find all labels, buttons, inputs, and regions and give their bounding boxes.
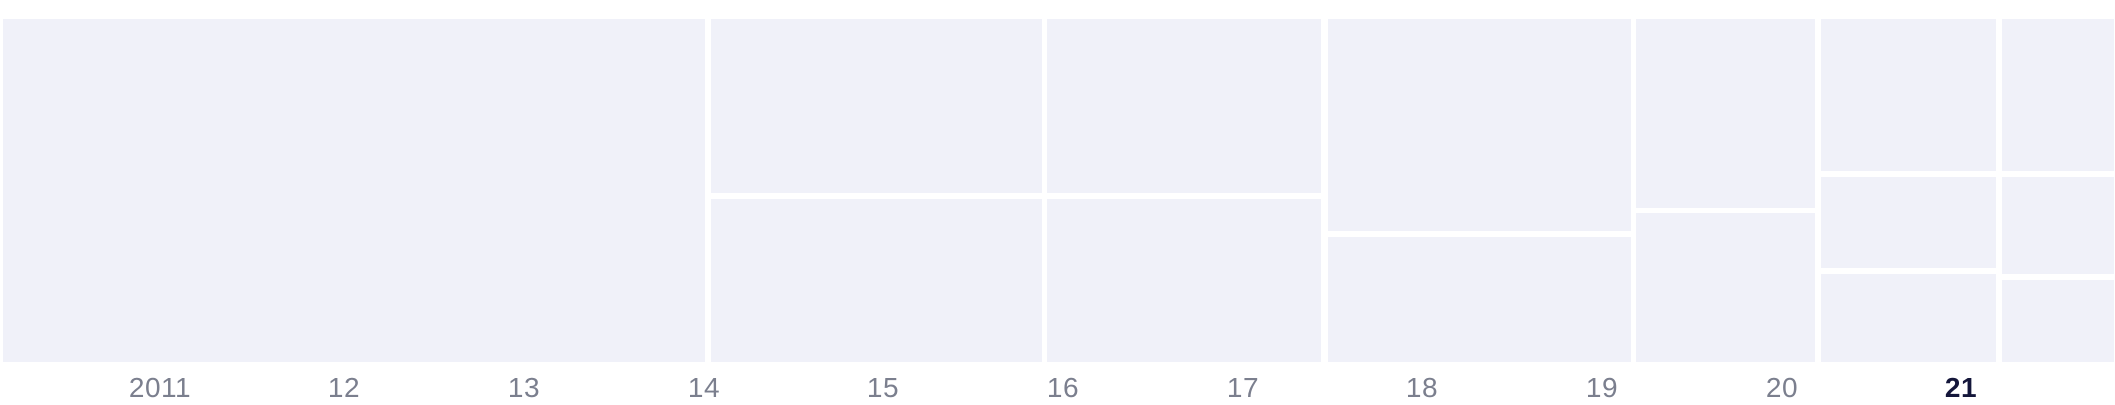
treemap-tile[interactable] — [711, 19, 1042, 193]
timeline-label-15[interactable]: 15 — [866, 372, 900, 403]
treemap-tile[interactable] — [3, 19, 705, 362]
treemap-tile[interactable] — [1821, 274, 1996, 362]
treemap-tile[interactable] — [1328, 19, 1631, 231]
treemap-tile[interactable] — [2002, 280, 2114, 362]
treemap-tile[interactable] — [2002, 177, 2114, 274]
timeline-label-17[interactable]: 17 — [1226, 372, 1260, 403]
treemap-tile[interactable] — [1821, 19, 1996, 171]
treemap-tile[interactable] — [1636, 19, 1815, 208]
treemap-tile[interactable] — [1821, 177, 1996, 268]
treemap-tile[interactable] — [1047, 19, 1321, 193]
timeline-label-2011[interactable]: 2011 — [128, 372, 192, 403]
treemap-tile[interactable] — [1636, 213, 1815, 362]
timeline-label-19[interactable]: 19 — [1585, 372, 1619, 403]
timeline-label-20[interactable]: 20 — [1765, 372, 1799, 403]
treemap-tile[interactable] — [2002, 19, 2114, 171]
timeline-label-12[interactable]: 12 — [327, 372, 361, 403]
treemap-tile[interactable] — [1047, 199, 1321, 362]
treemap-tile[interactable] — [711, 199, 1042, 362]
timeline-label-13[interactable]: 13 — [507, 372, 541, 403]
timeline-label-18[interactable]: 18 — [1405, 372, 1439, 403]
timeline-label-21-current[interactable]: 21 — [1944, 372, 1978, 403]
timeline-label-16[interactable]: 16 — [1046, 372, 1080, 403]
treemap-tile[interactable] — [1328, 237, 1631, 362]
timeline-label-14[interactable]: 14 — [687, 372, 721, 403]
